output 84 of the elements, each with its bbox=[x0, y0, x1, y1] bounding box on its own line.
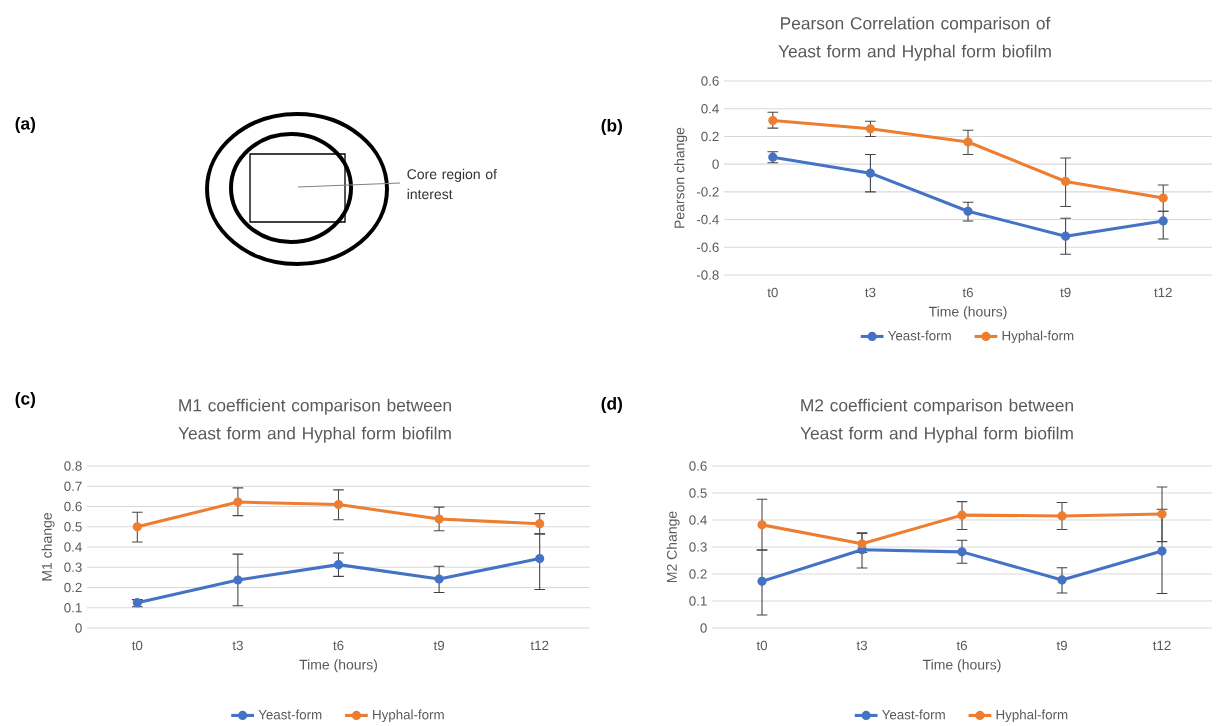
y-tick-label: 0.4 bbox=[689, 515, 707, 525]
y-tick-label: 0.5 bbox=[64, 522, 82, 532]
text: (b) bbox=[601, 118, 622, 136]
y-tick-label: -0.4 bbox=[696, 214, 719, 225]
y-tick-label: -0.2 bbox=[696, 187, 719, 197]
point bbox=[757, 576, 767, 586]
y-axis-title: M1 change bbox=[41, 513, 55, 581]
x-tick-label: t0 bbox=[756, 640, 768, 651]
x-tick-label: t12 bbox=[1152, 640, 1171, 651]
y-tick-label: 0.2 bbox=[701, 131, 719, 142]
point bbox=[963, 206, 973, 216]
x-tick-label: t12 bbox=[530, 640, 549, 651]
y-tick-label: 0.5 bbox=[689, 488, 707, 498]
y-axis-title: Pearson change bbox=[674, 127, 688, 228]
point bbox=[1061, 176, 1071, 187]
legend-label: Yeast-form bbox=[882, 709, 945, 720]
legend-label: Hyphal-form bbox=[373, 709, 444, 723]
y-tick-label: 0.2 bbox=[689, 569, 707, 579]
x-tick-label: t6 bbox=[333, 640, 344, 651]
point bbox=[1157, 546, 1167, 556]
y-tick-label: 0.3 bbox=[689, 542, 707, 552]
y-tick-label: 0.4 bbox=[701, 104, 719, 114]
y-tick-label: -0.6 bbox=[696, 242, 719, 253]
x-tick-label: t9 bbox=[1056, 640, 1067, 651]
x-axis-title: Time (hours) bbox=[928, 306, 1007, 320]
point bbox=[333, 499, 344, 510]
x-tick-label: t6 bbox=[962, 287, 973, 298]
text: (c) bbox=[15, 391, 36, 409]
y-tick-label: 0.8 bbox=[64, 461, 82, 471]
x-tick-label: t12 bbox=[1154, 287, 1172, 298]
point bbox=[1157, 509, 1167, 519]
point bbox=[857, 539, 867, 549]
chart-title: Pearson Correlation comparison of Yeast form and Hyphal form biofilm bbox=[778, 16, 1051, 61]
point bbox=[1158, 193, 1168, 203]
legend-label: Yeast-form bbox=[888, 330, 951, 341]
point bbox=[535, 519, 545, 529]
text: (d) bbox=[601, 396, 622, 414]
chart-title: M2 coefficient comparison between Yeast form and Hyphal form biofilm bbox=[800, 398, 1073, 443]
legend-label: Hyphal-form bbox=[996, 709, 1068, 723]
point bbox=[1158, 216, 1168, 226]
text: Core region of interest bbox=[407, 168, 497, 200]
point bbox=[1057, 511, 1067, 521]
point bbox=[957, 547, 967, 557]
point bbox=[233, 497, 243, 507]
x-tick-label: t3 bbox=[865, 287, 876, 298]
chart-title: M1 coefficient comparison between Yeast form and Hyphal form biofilm bbox=[178, 398, 451, 443]
x-axis-title: Time (hours) bbox=[922, 659, 1001, 673]
y-tick-label: 0.1 bbox=[689, 596, 707, 606]
point bbox=[865, 168, 876, 178]
y-tick-label: 0.7 bbox=[64, 481, 82, 491]
point bbox=[1057, 575, 1067, 585]
y-tick-label: 0.1 bbox=[64, 603, 82, 613]
x-axis-title: Time (hours) bbox=[299, 659, 378, 673]
point bbox=[757, 520, 767, 530]
y-tick-label: 0.6 bbox=[689, 461, 707, 471]
y-tick-label: 0 bbox=[700, 623, 707, 633]
y-tick-label: 0.6 bbox=[701, 76, 719, 86]
x-tick-label: t0 bbox=[131, 640, 143, 651]
point bbox=[333, 560, 344, 570]
y-tick-label: 0.3 bbox=[64, 562, 82, 572]
x-tick-label: t3 bbox=[232, 640, 243, 651]
point bbox=[535, 553, 545, 564]
point bbox=[957, 510, 967, 520]
y-tick-label: 0.6 bbox=[64, 501, 82, 512]
y-tick-label: -0.8 bbox=[696, 270, 719, 280]
point bbox=[233, 575, 243, 585]
x-tick-label: t0 bbox=[767, 287, 778, 298]
text: (a) bbox=[15, 116, 36, 134]
point bbox=[434, 574, 444, 584]
y-axis-title: M2 Change bbox=[666, 511, 680, 583]
point bbox=[132, 522, 142, 532]
x-tick-label: t9 bbox=[1060, 287, 1071, 298]
x-tick-label: t6 bbox=[956, 640, 967, 651]
y-tick-label: 0 bbox=[712, 159, 719, 169]
legend-label: Yeast-form bbox=[258, 709, 322, 720]
y-tick-label: 0.2 bbox=[64, 582, 82, 593]
point bbox=[1061, 231, 1071, 241]
point bbox=[963, 137, 973, 147]
y-tick-label: 0 bbox=[75, 623, 82, 633]
point bbox=[434, 514, 444, 524]
y-tick-label: 0.4 bbox=[64, 542, 82, 552]
legend-label: Hyphal-form bbox=[1002, 330, 1074, 344]
x-tick-label: t3 bbox=[856, 640, 867, 651]
x-tick-label: t9 bbox=[433, 640, 445, 651]
